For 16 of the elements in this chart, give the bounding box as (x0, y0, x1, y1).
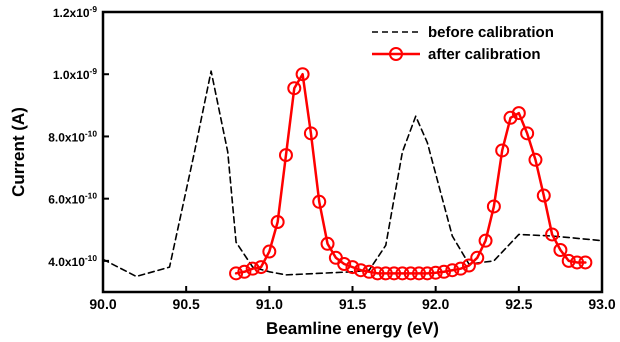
y-axis-title: Current (A) (9, 107, 28, 197)
legend-label: before calibration (428, 24, 554, 41)
x-tick-label: 90.0 (89, 296, 117, 312)
y-tick-label: 6.0x10$^{-10}$ (48, 190, 98, 207)
y-tick-label: 1.2x10$^{-9}$ (52, 4, 98, 20)
x-tick-label: 90.5 (172, 296, 200, 312)
y-tick-label: 4.0x10$^{-10}$ (48, 252, 98, 269)
x-tick-label: 92.0 (422, 296, 450, 312)
y-tick-label: 1.0x10$^{-9}$ (52, 66, 98, 82)
x-axis-title: Beamline energy (eV) (266, 319, 439, 338)
x-tick-label: 91.0 (256, 296, 284, 312)
x-tick-label: 91.5 (338, 296, 366, 312)
x-tick-label: 93.0 (588, 296, 616, 312)
legend-label: after calibration (428, 46, 541, 63)
x-tick-label: 92.5 (505, 296, 533, 312)
y-tick-label: 8.0x10$^{-10}$ (48, 128, 98, 144)
